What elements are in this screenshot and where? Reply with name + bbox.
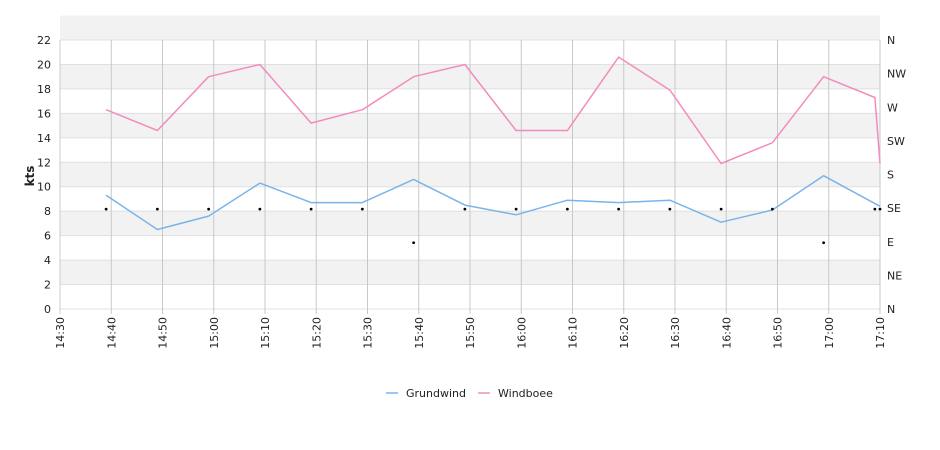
direction-point [617, 207, 621, 211]
direction-point [155, 207, 159, 211]
x-tick-label: 15:30 [362, 317, 375, 349]
x-tick-label: 17:00 [823, 317, 836, 349]
series-line [105, 174, 881, 231]
y2-tick-label: NE [887, 269, 902, 282]
direction-point [258, 207, 262, 211]
x-tick-label: 16:50 [772, 317, 785, 349]
x-tick-label: 15:40 [413, 317, 426, 349]
x-tick-label: 15:10 [259, 317, 272, 349]
direction-point [668, 207, 672, 211]
y-tick-label: 14 [37, 132, 51, 145]
direction-point [565, 207, 569, 211]
legend: Grundwind Windboee [386, 387, 553, 400]
y-tick-label: 18 [37, 83, 51, 96]
y2-tick-label: NW [887, 68, 906, 81]
direction-point [207, 207, 211, 211]
y-tick-label: 12 [37, 156, 51, 169]
legend-label: Grundwind [406, 387, 466, 400]
y-axis-label: kts [23, 166, 37, 187]
y2-tick-label: SE [887, 202, 901, 215]
direction-point [463, 207, 467, 211]
direction-point [104, 207, 108, 211]
x-tick-label: 14:50 [157, 317, 170, 349]
x-tick-label: 17:10 [874, 317, 887, 349]
x-tick-label: 14:30 [54, 317, 67, 349]
x-tick-label: 14:40 [105, 317, 118, 349]
y-tick-label: 2 [44, 279, 51, 292]
y2-tick-label: SW [887, 135, 905, 148]
direction-point [514, 207, 518, 211]
x-tick-label: 15:50 [464, 317, 477, 349]
y-tick-label: 0 [44, 303, 51, 316]
y2-axis-ticks: N NE E SE S SW W NW N [887, 34, 906, 316]
x-tick-label: 16:10 [567, 317, 580, 349]
vertical-gridlines [59, 40, 881, 314]
grid-band [60, 15, 880, 40]
y-tick-label: 22 [37, 34, 51, 47]
direction-point [873, 207, 877, 211]
y-axis-ticks: 0 2 4 6 8 10 12 14 16 18 20 22 [37, 34, 51, 316]
direction-markers [104, 207, 882, 245]
direction-point [412, 241, 416, 245]
x-tick-label: 16:30 [669, 317, 682, 349]
x-tick-label: 16:40 [720, 317, 733, 349]
x-tick-label: 16:20 [618, 317, 631, 349]
legend-label: Windboee [498, 387, 553, 400]
y-tick-label: 6 [44, 230, 51, 243]
x-tick-label: 15:20 [310, 317, 323, 349]
y-tick-label: 20 [37, 58, 51, 71]
direction-point [309, 207, 313, 211]
x-tick-label: 16:00 [515, 317, 528, 349]
y2-tick-label: E [887, 236, 894, 249]
y-tick-label: 16 [37, 107, 51, 120]
y2-tick-label: S [887, 169, 894, 182]
y2-tick-label: W [887, 101, 898, 114]
y-tick-label: 4 [44, 254, 51, 267]
x-tick-label: 15:00 [208, 317, 221, 349]
direction-point [719, 207, 723, 211]
direction-point [770, 207, 774, 211]
direction-point [878, 207, 882, 211]
y2-tick-label: N [887, 303, 895, 316]
y-tick-label: 8 [44, 205, 51, 218]
y2-tick-label: N [887, 34, 895, 47]
series-lines [105, 56, 881, 231]
x-axis-ticks: 14:30 14:40 14:50 15:00 15:10 15:20 15:30 15:40… [54, 317, 887, 349]
direction-point [822, 241, 826, 245]
y-tick-label: 10 [37, 181, 51, 194]
series-line [105, 56, 881, 165]
direction-point [360, 207, 364, 211]
